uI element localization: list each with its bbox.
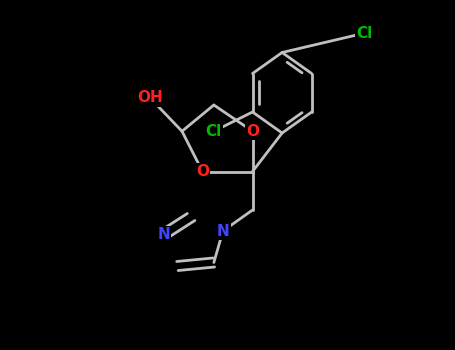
Text: N: N — [217, 224, 229, 238]
Text: N: N — [157, 227, 170, 242]
Text: O: O — [246, 124, 259, 139]
Text: Cl: Cl — [206, 124, 222, 139]
Text: Cl: Cl — [356, 26, 372, 41]
Text: OH: OH — [137, 91, 163, 105]
Text: O: O — [196, 164, 209, 179]
